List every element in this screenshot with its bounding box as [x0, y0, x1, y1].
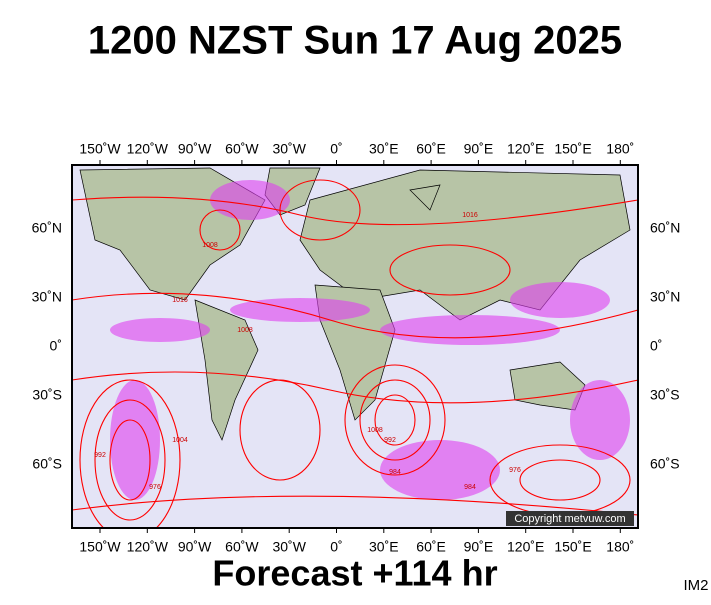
- copyright: Copyright metvuw.com: [514, 513, 625, 525]
- isobar-label: 1016: [172, 297, 188, 304]
- map-frame: [71, 164, 639, 529]
- image-code: IM2: [683, 577, 708, 594]
- isobar-label: 1008: [237, 327, 253, 334]
- lon-label: 30˚W: [272, 539, 306, 555]
- lon-label: 30˚E: [369, 141, 399, 157]
- lat-label: 0˚: [50, 338, 62, 354]
- lon-label: 150˚W: [79, 141, 121, 157]
- lon-label: 120˚E: [507, 141, 544, 157]
- lat-label: 30˚N: [32, 289, 62, 305]
- lon-label: 90˚E: [464, 539, 494, 555]
- lon-label: 180˚: [606, 539, 634, 555]
- lat-label: 0˚: [650, 338, 662, 354]
- lon-label: 0˚: [330, 141, 342, 157]
- isobar-label: 992: [94, 452, 106, 459]
- lat-label: 60˚S: [32, 456, 62, 472]
- copyright-box: [506, 511, 634, 526]
- lat-label: 60˚N: [32, 220, 62, 236]
- lon-label: 120˚W: [127, 141, 169, 157]
- lat-label: 60˚S: [650, 456, 680, 472]
- lon-label: 60˚E: [416, 539, 446, 555]
- isobar-label: 992: [384, 437, 396, 444]
- lon-label: 60˚W: [225, 539, 259, 555]
- isobar-label: 976: [149, 484, 161, 491]
- lon-label: 180˚: [606, 141, 634, 157]
- isobar-label: 1004: [172, 437, 188, 444]
- lon-label: 30˚W: [272, 141, 306, 157]
- lon-label: 30˚E: [369, 539, 399, 555]
- lon-label: 90˚W: [178, 539, 212, 555]
- isobar-label: 984: [389, 469, 401, 476]
- isobar-label: 1008: [202, 242, 218, 249]
- title: 1200 NZST Sun 17 Aug 2025: [88, 19, 622, 63]
- lat-label: 30˚N: [650, 289, 680, 305]
- lon-label: 150˚E: [554, 539, 591, 555]
- lat-label: 30˚S: [32, 387, 62, 403]
- forecast-label: Forecast +114 hr: [212, 553, 497, 594]
- isobar-label: 984: [464, 484, 476, 491]
- map-content: [72, 167, 638, 528]
- lon-label: 120˚W: [127, 539, 169, 555]
- lon-label: 90˚E: [464, 141, 494, 157]
- lat-label: 30˚S: [650, 387, 680, 403]
- isobar-label: 976: [509, 467, 521, 474]
- map: Copyright metvuw.com: [71, 164, 639, 529]
- lon-label: 60˚E: [416, 141, 446, 157]
- lat-label: 60˚N: [650, 220, 680, 236]
- lon-label: 150˚E: [554, 141, 591, 157]
- lon-label: 150˚W: [79, 539, 121, 555]
- isobar-label: 1008: [367, 427, 383, 434]
- lon-label: 60˚W: [225, 141, 259, 157]
- isobar-label: 1016: [462, 212, 478, 219]
- lon-label: 90˚W: [178, 141, 212, 157]
- lon-label: 120˚E: [507, 539, 544, 555]
- lon-label: 0˚: [330, 539, 342, 555]
